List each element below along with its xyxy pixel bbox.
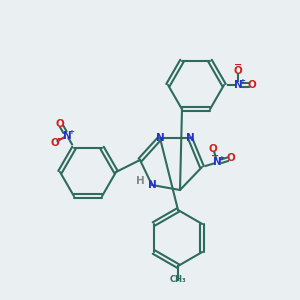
Text: +: +	[68, 129, 74, 135]
Text: H: H	[136, 176, 144, 186]
Text: O: O	[50, 138, 59, 148]
Text: CH₃: CH₃	[170, 275, 186, 284]
Text: N: N	[234, 80, 242, 90]
Text: O: O	[248, 80, 256, 90]
Text: O: O	[209, 144, 218, 154]
Text: N: N	[186, 133, 194, 143]
Text: N: N	[156, 133, 164, 143]
Text: O: O	[226, 153, 235, 164]
Text: +: +	[239, 78, 245, 84]
Text: O: O	[56, 118, 64, 128]
Text: −: −	[57, 134, 65, 144]
Text: N: N	[63, 130, 71, 141]
Text: +: +	[218, 155, 224, 161]
Text: N: N	[148, 180, 156, 190]
Text: O: O	[234, 66, 242, 76]
Text: −: −	[234, 60, 242, 70]
Text: −: −	[211, 151, 219, 161]
Text: N: N	[213, 158, 222, 167]
